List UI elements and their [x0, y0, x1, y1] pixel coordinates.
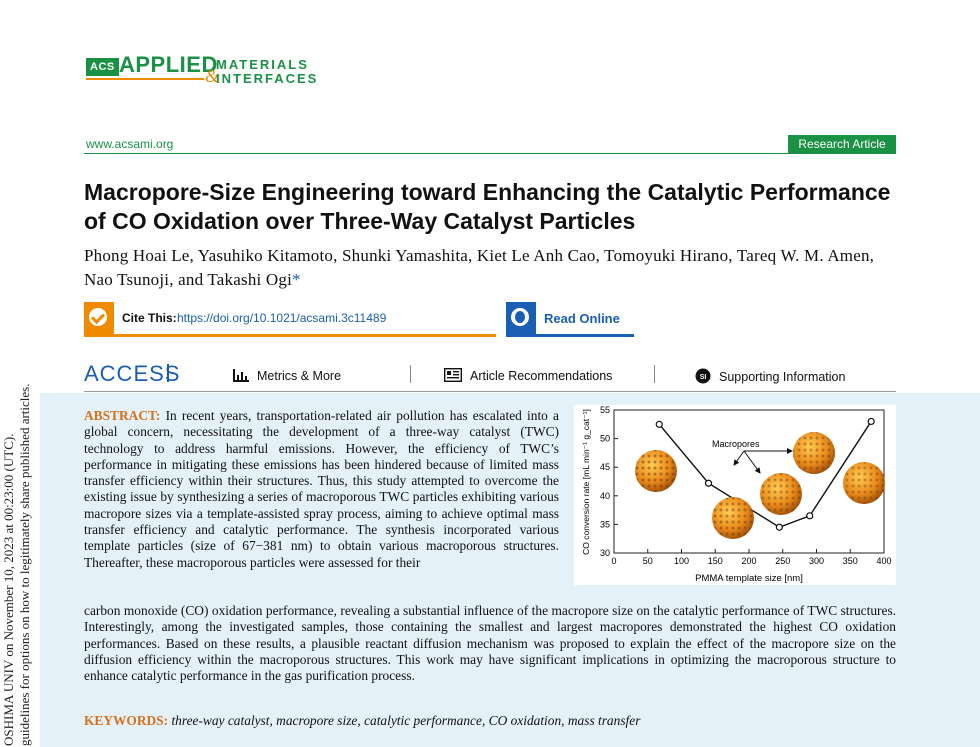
abstract-paragraph-top: ABSTRACT: In recent years, transportatio… — [84, 408, 559, 571]
globe-icon — [506, 302, 536, 334]
download-notice: OSHIMA UNIV on November 10, 2023 at 00:2… — [0, 380, 39, 747]
y-tick-label: 55 — [600, 405, 610, 415]
y-tick-label: 50 — [600, 434, 610, 444]
particle-image-large-pores — [843, 462, 885, 504]
author-list: Phong Hoai Le, Yasuhiko Kitamoto, Shunki… — [84, 244, 896, 292]
x-tick-label: 300 — [809, 556, 824, 566]
y-axis-label: CO conversion rate [mL min⁻¹ g_cat⁻¹] — [581, 409, 591, 555]
metrics-more-link[interactable]: Metrics & More — [232, 368, 341, 385]
y-tick-label: 30 — [600, 548, 610, 558]
journal-name-ampersand: & — [205, 66, 220, 86]
particle-image-290nm — [793, 432, 835, 474]
keywords-list: three-way catalyst, macropore size, cata… — [171, 713, 641, 728]
y-tick-label: 45 — [600, 462, 610, 472]
cite-this-box[interactable]: Cite This: https://doi.org/10.1021/acsam… — [84, 302, 496, 337]
data-point — [775, 523, 783, 531]
keywords-line: KEYWORDS: three-way catalyst, macropore … — [84, 713, 896, 729]
x-tick-label: 350 — [843, 556, 858, 566]
keywords-label: KEYWORDS: — [84, 713, 169, 728]
co-conversion-chart: 0 50 100 150 200 250 300 350 400 30 35 40 45 50 55 CO … — [581, 405, 892, 584]
doi-link[interactable]: https://doi.org/10.1021/acsami.3c11489 — [177, 311, 387, 325]
x-tick-label: 150 — [708, 556, 723, 566]
journal-name-interfaces: INTERFACES — [216, 71, 319, 86]
particle-image-140nm — [712, 497, 754, 539]
data-point — [806, 512, 814, 520]
data-point — [655, 420, 663, 428]
abstract-text-part-2: carbon monoxide (CO) oxidation performan… — [84, 603, 896, 684]
journal-name-materials: MATERIALS — [216, 57, 309, 72]
supporting-information-label: Supporting Information — [719, 369, 846, 384]
macropores-annotation: Macropores — [712, 439, 760, 449]
y-tick-label: 40 — [600, 491, 610, 501]
supporting-information-link[interactable]: SI Supporting Information — [695, 368, 845, 387]
si-badge-text: SI — [700, 374, 707, 381]
journal-site-link[interactable]: www.acsami.org — [86, 137, 174, 151]
annotation-arrow — [733, 450, 745, 466]
header-divider — [84, 153, 896, 154]
x-tick-label: 50 — [643, 556, 653, 566]
cite-this-label: Cite This: — [122, 311, 177, 325]
data-point — [867, 417, 875, 426]
access-divider-rule — [84, 391, 896, 392]
article-title: Macropore-Size Engineering toward Enhanc… — [84, 179, 891, 234]
data-point — [704, 479, 713, 487]
article-recommendations-link[interactable]: Article Recommendations — [443, 367, 613, 385]
corresponding-author-star[interactable]: * — [292, 270, 301, 289]
journal-name-applied: APPLIED — [119, 52, 218, 77]
abstract-text-part-1: In recent years, transportation-related … — [84, 408, 559, 570]
bar-chart-icon — [232, 368, 249, 385]
si-icon: SI — [695, 368, 711, 387]
abstract-heading: ABSTRACT: — [84, 408, 161, 423]
acs-logo-badge: ACS — [86, 58, 119, 76]
download-notice-line-2: guidelines for options on how to legitim… — [17, 383, 32, 746]
logo-underline — [86, 78, 204, 80]
checkmark-icon — [84, 302, 114, 334]
series-line — [658, 421, 872, 529]
read-online-button[interactable]: Read Online — [506, 302, 634, 337]
y-tick-label: 35 — [600, 519, 610, 529]
x-tick-label: 400 — [876, 556, 891, 566]
article-recommendations-label: Article Recommendations — [470, 368, 613, 383]
article-type-badge: Research Article — [788, 135, 896, 153]
article-list-icon — [443, 367, 463, 385]
authors-text: Phong Hoai Le, Yasuhiko Kitamoto, Shunki… — [84, 246, 875, 289]
toc-graphic: 0 50 100 150 200 250 300 350 400 30 35 40 45 50 55 CO … — [574, 405, 896, 585]
x-tick-label: 250 — [775, 556, 790, 566]
divider — [410, 365, 411, 383]
metrics-more-label: Metrics & More — [257, 368, 342, 383]
x-tick-label: 200 — [741, 556, 756, 566]
x-axis-label: PMMA template size [nm] — [695, 573, 803, 584]
x-tick-label: 0 — [611, 556, 616, 566]
access-divider — [167, 364, 169, 382]
particle-image-small-pores — [635, 450, 677, 492]
annotation-arrow — [743, 450, 761, 474]
download-notice-line-1: OSHIMA UNIV on November 10, 2023 at 00:2… — [1, 433, 16, 746]
read-online-label: Read Online — [544, 311, 620, 326]
x-tick-label: 100 — [674, 556, 689, 566]
particle-image-245nm — [760, 473, 802, 515]
access-label: ACCESS — [84, 361, 181, 386]
divider — [654, 365, 655, 383]
